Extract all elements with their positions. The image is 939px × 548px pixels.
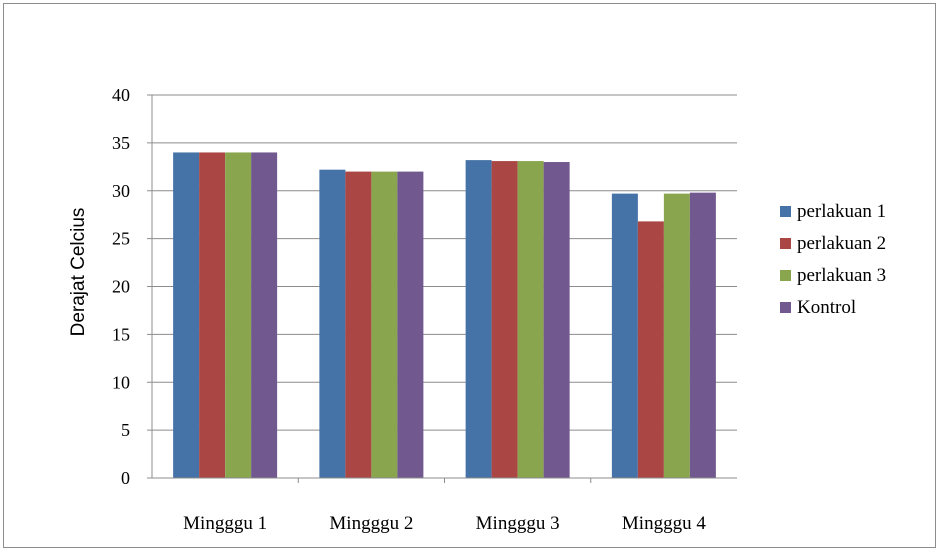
bars	[173, 152, 716, 479]
y-tick-labels: 0 5 10 15 20 25 30 35 40	[112, 85, 130, 488]
bar-perlakuan-2-2	[345, 171, 372, 478]
y-tick-label: 15	[112, 324, 130, 344]
legend-swatch	[780, 206, 791, 217]
y-tick-label: 10	[112, 372, 130, 392]
legend-label: perlakuan 1	[797, 201, 886, 222]
bar-perlakuan-3-1	[225, 152, 252, 478]
bar-kontrol-2	[397, 171, 424, 478]
axes	[151, 95, 737, 483]
bar-perlakuan-3-3	[517, 161, 544, 478]
legend-label: perlakuan 2	[797, 233, 886, 254]
legend-swatch	[780, 302, 791, 313]
bar-perlakuan-3-4	[663, 193, 690, 478]
legend-item: perlakuan 3	[780, 265, 886, 286]
y-tick-label: 40	[112, 85, 130, 105]
y-tick-label: 20	[112, 277, 130, 297]
legend-item: Kontrol	[780, 297, 856, 318]
bar-kontrol-1	[251, 152, 278, 478]
y-tick-label: 30	[112, 181, 130, 201]
legend-label: perlakuan 3	[797, 265, 886, 286]
bar-perlakuan-2-1	[199, 152, 226, 478]
bar-perlakuan-2-4	[637, 221, 664, 478]
bar-perlakuan-1-4	[611, 193, 638, 478]
legend-label: Kontrol	[797, 297, 856, 318]
bar-perlakuan-3-2	[371, 171, 398, 478]
x-tick-label: Mingggu 1	[183, 513, 267, 534]
legend-swatch	[780, 270, 791, 281]
legend-swatch	[780, 238, 791, 249]
y-axis-label: Derajat Celcius	[68, 208, 89, 337]
x-tick-label: Mingggu 4	[622, 513, 706, 534]
bar-perlakuan-1-1	[173, 152, 200, 478]
bar-kontrol-4	[689, 192, 716, 479]
bar-kontrol-3	[543, 162, 570, 478]
legend: perlakuan 1 perlakuan 2 perlakuan 3 Kontrol	[780, 201, 886, 318]
y-tick-label: 0	[121, 468, 130, 488]
y-tick-label: 35	[112, 133, 130, 153]
x-tick-label: Mingggu 3	[476, 513, 560, 534]
x-tick-labels: Mingggu 1 Mingggu 2 Mingggu 3 Mingggu 4	[183, 513, 706, 534]
legend-item: perlakuan 1	[780, 201, 886, 222]
bar-perlakuan-2-3	[491, 161, 518, 478]
legend-item: perlakuan 2	[780, 233, 886, 254]
bar-perlakuan-1-3	[465, 160, 492, 479]
x-tick-label: Mingggu 2	[329, 513, 413, 534]
y-tick-label: 5	[121, 420, 130, 440]
bar-perlakuan-1-2	[319, 169, 346, 478]
y-tick-label: 25	[112, 229, 130, 249]
